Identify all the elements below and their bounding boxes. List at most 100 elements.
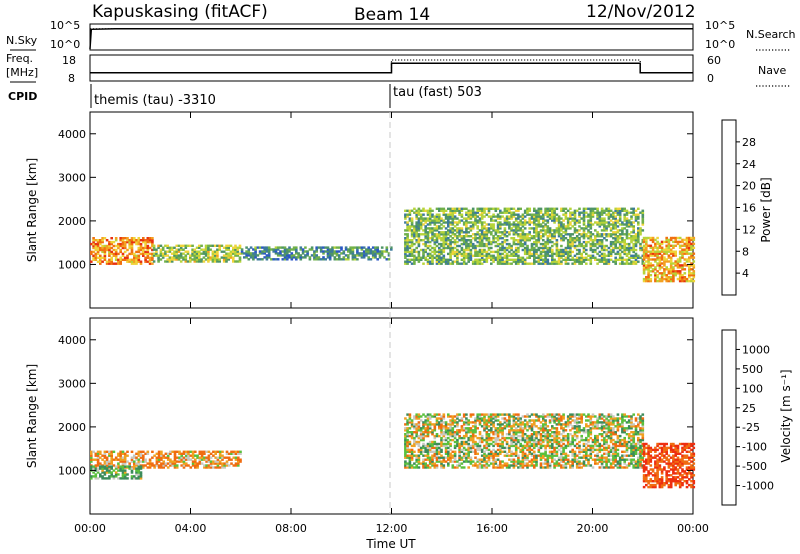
power-cell bbox=[465, 211, 468, 214]
power-cell bbox=[676, 242, 680, 246]
power-cell bbox=[467, 239, 470, 242]
power-cell bbox=[92, 239, 95, 242]
velocity-cell bbox=[485, 421, 489, 424]
velocity-cell bbox=[478, 421, 482, 424]
power-cell bbox=[184, 260, 188, 263]
power-cell bbox=[313, 254, 316, 257]
velocity-cell bbox=[105, 464, 109, 467]
power-cell bbox=[582, 248, 586, 252]
power-cell bbox=[569, 211, 572, 214]
power-cell bbox=[456, 231, 459, 234]
velocity-cell bbox=[99, 475, 102, 478]
velocity-cell bbox=[92, 458, 95, 461]
power-cell bbox=[428, 223, 432, 226]
power-cell bbox=[573, 213, 577, 216]
velocity-cell bbox=[426, 446, 430, 450]
power-cell bbox=[521, 215, 525, 218]
power-cell bbox=[587, 219, 590, 222]
power-cell bbox=[587, 225, 590, 228]
power-cell bbox=[639, 244, 642, 248]
velocity-cell bbox=[205, 466, 208, 469]
power-cell bbox=[453, 246, 457, 250]
power-cell bbox=[483, 248, 486, 252]
velocity-cell bbox=[562, 464, 565, 467]
power-cell bbox=[365, 248, 368, 251]
power-cell bbox=[458, 219, 461, 222]
power-cell bbox=[424, 256, 427, 259]
power-cell bbox=[589, 233, 593, 236]
velocity-cell bbox=[112, 450, 116, 453]
power-cell bbox=[555, 219, 559, 222]
velocity-cell bbox=[433, 429, 437, 432]
velocity-cell bbox=[137, 460, 141, 463]
power-cell bbox=[460, 239, 464, 242]
power-cell bbox=[476, 258, 479, 261]
power-cell bbox=[333, 250, 337, 253]
power-cell bbox=[408, 211, 412, 214]
velocity-cell bbox=[555, 462, 559, 465]
power-cell bbox=[632, 246, 635, 250]
velocity-cell bbox=[490, 452, 493, 455]
power-cell bbox=[667, 272, 671, 275]
power-cell bbox=[342, 252, 346, 255]
power-cell bbox=[625, 248, 629, 252]
velocity-cell bbox=[438, 456, 441, 459]
velocity-cell bbox=[438, 450, 441, 453]
power-cell bbox=[356, 254, 359, 257]
power-cell bbox=[594, 258, 597, 261]
power-cell bbox=[614, 215, 617, 218]
velocity-cell bbox=[485, 434, 489, 438]
power-cell bbox=[512, 225, 516, 228]
velocity-cell bbox=[564, 425, 568, 428]
velocity-cell bbox=[162, 454, 165, 457]
velocity-cell bbox=[404, 456, 407, 459]
velocity-cell bbox=[487, 425, 491, 428]
power-cell bbox=[589, 242, 593, 246]
power-cell bbox=[426, 258, 430, 261]
power-cell bbox=[419, 217, 423, 220]
power-cell bbox=[499, 260, 502, 263]
power-cell bbox=[433, 229, 437, 232]
power-cell bbox=[415, 221, 418, 224]
power-cell bbox=[130, 246, 134, 250]
velocity-cell bbox=[410, 452, 414, 455]
velocity-cell bbox=[433, 434, 437, 438]
velocity-cell bbox=[108, 471, 111, 474]
velocity-cell bbox=[503, 421, 507, 424]
power-cell bbox=[580, 233, 583, 236]
power-cell bbox=[148, 240, 152, 244]
power-cell bbox=[186, 260, 190, 263]
velocity-cell bbox=[456, 421, 459, 424]
power-cell bbox=[660, 277, 664, 281]
velocity-cell bbox=[494, 417, 498, 420]
velocity-cell bbox=[417, 417, 421, 420]
velocity-cell bbox=[410, 421, 414, 424]
power-cell bbox=[99, 246, 102, 250]
velocity-cell bbox=[465, 442, 468, 446]
velocity-cell bbox=[198, 460, 202, 463]
velocity-cell bbox=[99, 462, 102, 465]
power-cell bbox=[135, 256, 138, 259]
power-cell bbox=[410, 258, 414, 261]
power-cell bbox=[417, 252, 421, 256]
velocity-cell bbox=[512, 431, 516, 434]
power-cell bbox=[96, 246, 100, 250]
power-cell bbox=[449, 223, 452, 226]
velocity-cell bbox=[431, 433, 434, 436]
velocity-cell bbox=[438, 446, 441, 450]
velocity-cell bbox=[546, 454, 550, 457]
power-cell bbox=[676, 270, 680, 273]
power-cell bbox=[119, 242, 122, 246]
velocity-cell bbox=[162, 466, 165, 469]
velocity-cell bbox=[101, 477, 104, 480]
power-cell bbox=[625, 217, 629, 220]
velocity-cell bbox=[185, 452, 188, 455]
freq-trace bbox=[90, 59, 693, 74]
velocity-cell bbox=[123, 475, 127, 478]
power-cell bbox=[566, 209, 570, 212]
velocity-cell bbox=[237, 458, 240, 461]
velocity-cell bbox=[560, 419, 563, 422]
power-cell bbox=[569, 244, 572, 248]
power-cell bbox=[485, 256, 489, 259]
power-cell bbox=[496, 225, 500, 228]
